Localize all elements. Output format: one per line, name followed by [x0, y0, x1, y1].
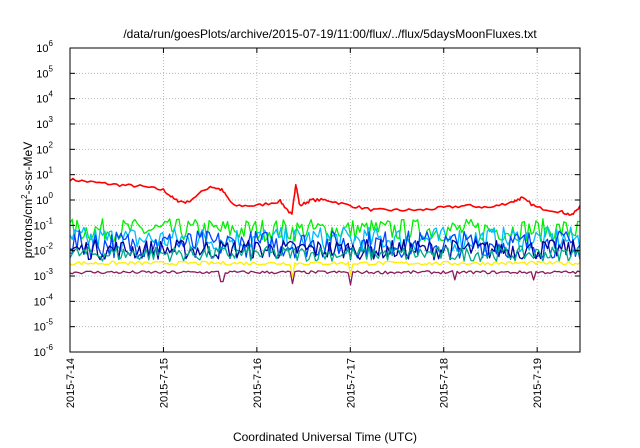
y-axis-label-prefix: protons/cm [21, 199, 35, 258]
y-axis-label-suffix: -s-sr-MeV [21, 142, 35, 195]
y-tick-exponent: 1 [49, 166, 54, 175]
series-line-8 [69, 270, 581, 286]
y-tick-base: 10 [34, 296, 46, 308]
y-tick-exponent: 2 [49, 140, 54, 149]
x-tick-label: 2015-7-14 [65, 358, 77, 408]
y-tick-label: 103 [36, 115, 53, 131]
y-tick-exponent: -6 [46, 343, 54, 352]
y-tick-exponent: -2 [46, 242, 54, 251]
y-tick-base: 10 [34, 220, 46, 232]
y-tick-label: 10-6 [34, 343, 54, 359]
y-tick-label: 104 [36, 90, 53, 106]
y-tick-label: 106 [36, 39, 53, 55]
y-tick-exponent: 6 [49, 39, 54, 48]
y-tick-exponent: 4 [49, 90, 54, 99]
y-tick-label: 102 [36, 140, 53, 156]
x-axis-label: Coordinated Universal Time (UTC) [233, 430, 417, 444]
y-tick-exponent: -4 [46, 292, 54, 301]
y-tick-exponent: -3 [46, 267, 54, 276]
chart-title: /data/run/goesPlots/archive/2015-07-19/1… [123, 27, 537, 41]
y-tick-base: 10 [36, 195, 48, 207]
y-axis-label-superscript: 2 [20, 194, 29, 199]
series-line-6 [69, 245, 581, 263]
x-tick-label: 2015-7-16 [252, 358, 264, 408]
y-tick-label: 101 [36, 166, 53, 182]
y-tick-label: 10-2 [34, 242, 54, 258]
x-tick-label: 2015-7-19 [532, 358, 544, 408]
y-tick-label: 105 [36, 64, 53, 80]
y-tick-base: 10 [36, 68, 48, 80]
y-tick-base: 10 [36, 119, 48, 131]
x-tick-label: 2015-7-15 [158, 358, 170, 408]
y-tick-base: 10 [34, 271, 46, 283]
x-tick-label: 2015-7-18 [439, 358, 451, 408]
series-line-1 [69, 177, 581, 216]
series-line-7 [69, 260, 581, 278]
y-tick-label: 100 [36, 191, 53, 207]
y-tick-label: 10-3 [34, 267, 54, 283]
y-tick-exponent: 3 [49, 115, 54, 124]
y-tick-label: 10-1 [34, 216, 54, 232]
y-tick-exponent: 0 [49, 191, 54, 200]
y-axis-label: protons/cm2-s-sr-MeV [20, 142, 35, 258]
y-tick-base: 10 [34, 246, 46, 258]
y-tick-base: 10 [36, 144, 48, 156]
x-axis-ticks: 2015-7-14 2015-7-15 2015-7-16 2015-7-17 2015… [65, 48, 544, 408]
data-series [69, 177, 581, 286]
y-tick-label: 10-4 [34, 292, 54, 308]
y-tick-exponent: -5 [46, 318, 54, 327]
y-tick-base: 10 [34, 322, 46, 334]
y-axis-ticks: 10-610-510-410-310-210-11001011021031041… [34, 39, 580, 359]
y-tick-base: 10 [34, 347, 46, 359]
x-tick-label: 2015-7-17 [345, 358, 357, 408]
y-tick-exponent: 5 [49, 64, 54, 73]
y-tick-label: 10-5 [34, 318, 54, 334]
y-tick-base: 10 [36, 94, 48, 106]
y-tick-base: 10 [36, 170, 48, 182]
y-tick-exponent: -1 [46, 216, 54, 225]
y-tick-base: 10 [36, 43, 48, 55]
